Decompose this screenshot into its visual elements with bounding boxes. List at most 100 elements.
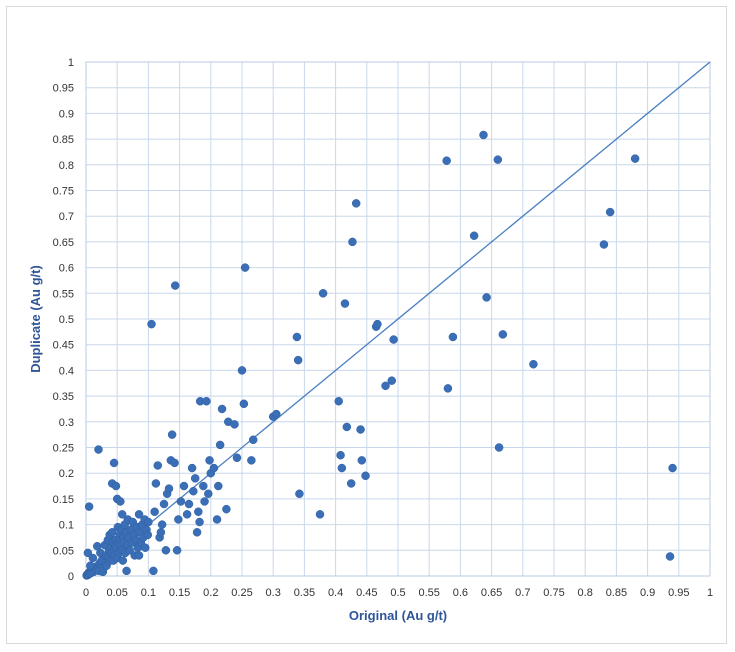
data-point — [195, 517, 204, 527]
x-tick-label: 0.85 — [606, 587, 627, 599]
data-point — [194, 507, 203, 516]
data-point — [209, 463, 219, 473]
data-point — [200, 497, 209, 506]
data-point — [336, 450, 345, 460]
data-point — [176, 497, 186, 506]
data-point — [334, 396, 343, 406]
data-point — [482, 293, 491, 302]
data-point — [295, 489, 304, 499]
data-point — [215, 440, 225, 450]
data-point — [134, 551, 144, 560]
data-point — [387, 376, 397, 385]
data-point — [230, 420, 239, 429]
data-point — [118, 556, 128, 565]
y-tick-label: 0.8 — [59, 160, 74, 172]
data-point — [318, 289, 328, 298]
data-point — [665, 552, 675, 561]
x-axis-ticks: 0 0.05 0.1 0.15 0.2 0.25 0.3 0.35 0.4 0.45 0.5 0.55… — [83, 587, 713, 599]
data-point — [205, 456, 214, 465]
x-tick-label: 0.5 — [390, 587, 405, 599]
data-point — [346, 479, 356, 488]
data-point — [111, 481, 121, 491]
data-point — [315, 510, 325, 519]
data-point — [144, 517, 153, 527]
data-point — [151, 479, 161, 488]
data-point — [202, 396, 211, 406]
data-point — [134, 510, 144, 519]
y-tick-label: 0.1 — [59, 520, 74, 532]
data-point — [204, 489, 213, 499]
y-tick-label: 0.05 — [53, 545, 74, 557]
data-point — [147, 319, 156, 329]
data-point — [153, 461, 163, 470]
y-tick-label: 0.35 — [53, 391, 74, 403]
data-point — [125, 546, 134, 555]
data-point — [340, 299, 350, 308]
data-point — [189, 486, 198, 496]
data-points — [82, 130, 677, 580]
data-point — [122, 566, 131, 576]
y-tick-label: 0.5 — [59, 314, 74, 326]
data-point — [337, 463, 347, 473]
data-point — [199, 481, 208, 491]
data-point — [373, 319, 382, 329]
y-tick-label: 0.85 — [53, 134, 74, 146]
data-point — [498, 330, 508, 339]
data-point — [361, 471, 370, 481]
data-point — [599, 240, 609, 249]
data-point — [179, 481, 189, 491]
data-point — [240, 263, 250, 272]
data-point — [292, 332, 302, 342]
data-point — [479, 130, 488, 140]
x-tick-label: 0 — [83, 587, 89, 599]
data-point — [170, 458, 179, 468]
y-axis-ticks: 0 0.05 0.1 0.15 0.2 0.25 0.3 0.35 0.4 0.45 0.5 0.55… — [53, 57, 74, 583]
x-tick-label: 0.05 — [106, 587, 127, 599]
data-point — [239, 399, 249, 409]
data-point — [293, 355, 303, 365]
data-point — [248, 435, 258, 445]
data-point — [107, 528, 117, 537]
data-point — [247, 456, 256, 465]
data-point — [167, 430, 177, 439]
data-point — [187, 463, 197, 473]
data-point — [109, 458, 119, 468]
data-point — [232, 453, 242, 463]
y-tick-label: 0.95 — [53, 83, 74, 95]
data-point — [156, 528, 166, 537]
data-point — [143, 530, 153, 540]
x-tick-label: 0.3 — [266, 587, 281, 599]
x-tick-label: 0.45 — [356, 587, 377, 599]
x-tick-label: 0.4 — [328, 587, 343, 599]
data-point — [141, 543, 150, 552]
y-tick-label: 0.2 — [59, 468, 74, 480]
y-tick-label: 0.7 — [59, 211, 74, 223]
data-point — [469, 231, 479, 240]
x-tick-label: 0.2 — [203, 587, 218, 599]
x-tick-label: 0.25 — [231, 587, 252, 599]
data-point — [192, 528, 202, 537]
y-tick-label: 0.15 — [53, 494, 74, 506]
y-axis-title: Duplicate (Au g/t) — [28, 265, 43, 373]
data-point — [172, 546, 182, 555]
data-point — [389, 335, 398, 344]
x-tick-label: 0.15 — [169, 587, 190, 599]
y-tick-label: 0.25 — [53, 443, 74, 455]
data-point — [381, 381, 390, 391]
data-point — [342, 422, 352, 432]
data-point — [494, 443, 504, 452]
data-point — [184, 499, 194, 509]
data-point — [157, 520, 167, 529]
x-axis-title: Original (Au g/t) — [349, 608, 447, 623]
data-point — [182, 510, 192, 519]
data-point — [237, 366, 247, 375]
data-point — [190, 474, 200, 483]
x-tick-label: 0.6 — [453, 587, 468, 599]
data-point — [164, 484, 174, 493]
data-point — [605, 207, 615, 217]
data-point — [116, 497, 125, 506]
y-tick-label: 0.65 — [53, 237, 74, 249]
data-point — [529, 359, 538, 369]
data-point — [348, 237, 357, 247]
